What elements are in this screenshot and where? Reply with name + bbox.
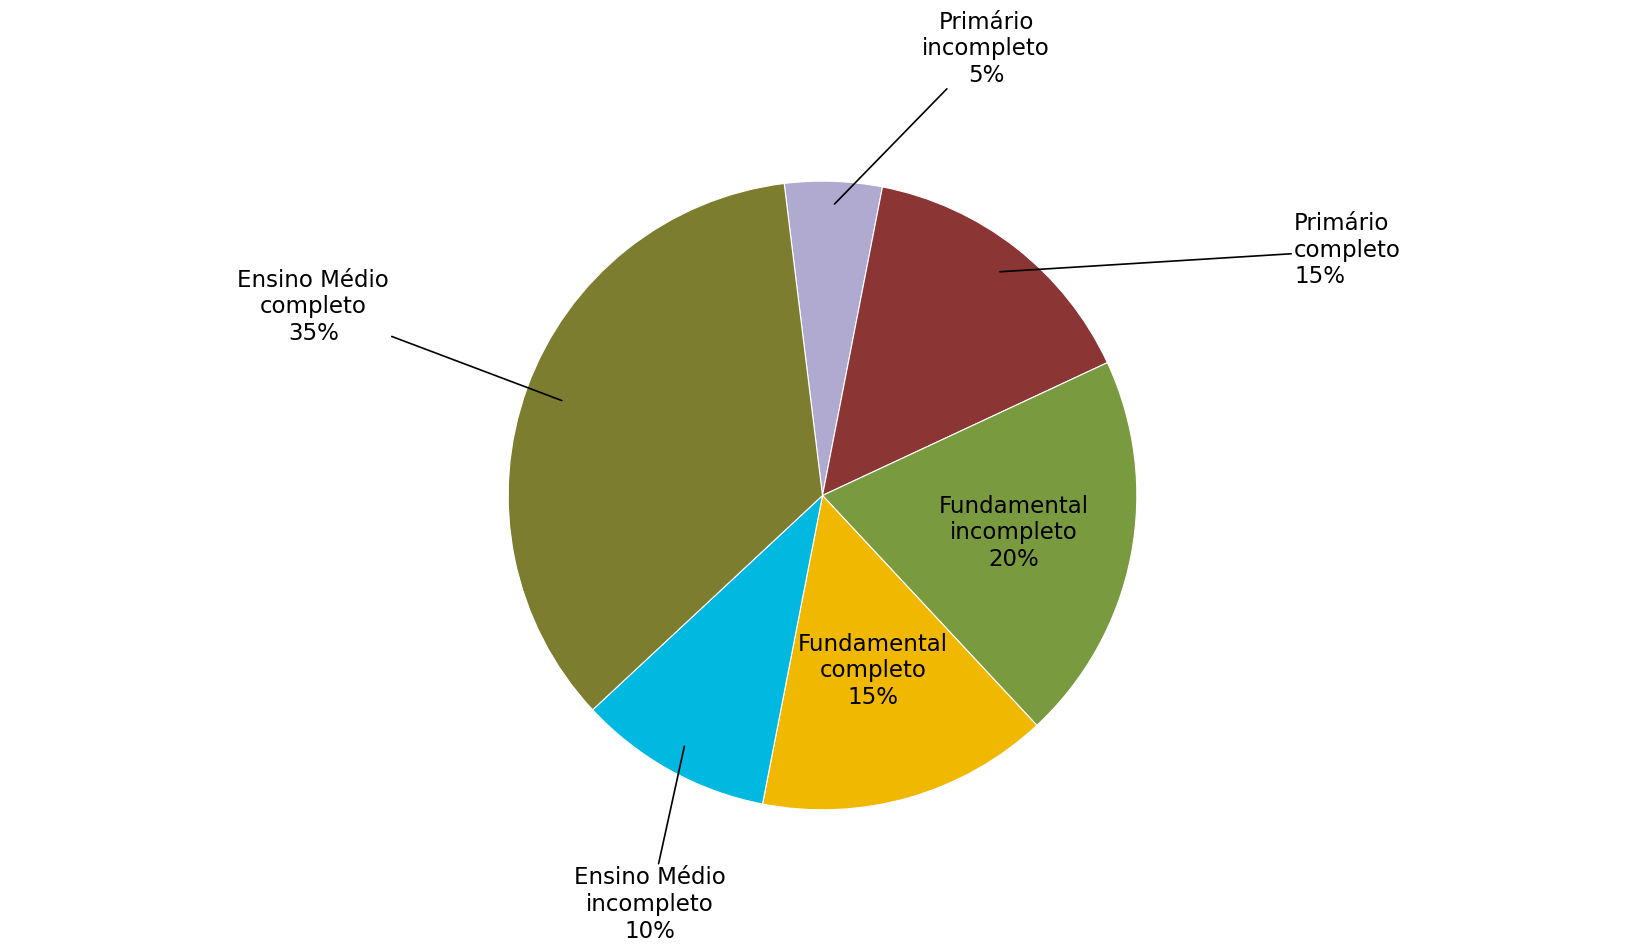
Text: Fundamental
incompleto
20%: Fundamental incompleto 20% [939,495,1089,571]
Wedge shape [822,187,1107,495]
Text: Fundamental
completo
15%: Fundamental completo 15% [798,632,948,708]
Text: Ensino Médio
completo
35%: Ensino Médio completo 35% [237,269,561,400]
Wedge shape [763,495,1036,810]
Text: Primário
completo
15%: Primário completo 15% [1000,212,1402,288]
Text: Ensino Médio
incompleto
10%: Ensino Médio incompleto 10% [574,747,725,942]
Wedge shape [822,362,1137,726]
Text: Primário
incompleto
5%: Primário incompleto 5% [834,10,1050,204]
Wedge shape [508,184,822,709]
Wedge shape [592,495,822,804]
Wedge shape [785,181,882,495]
